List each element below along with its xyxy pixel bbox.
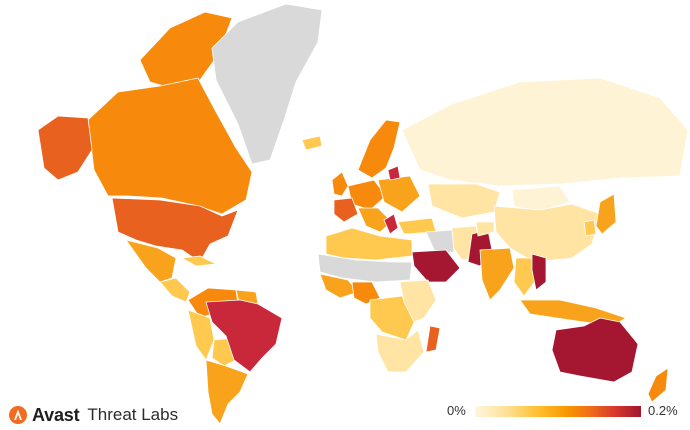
legend-min-label: 0% xyxy=(447,403,466,418)
map-region-canada[interactable] xyxy=(87,77,253,215)
avast-threat-labs-logo: Avast Threat Labs xyxy=(8,402,178,428)
map-region-vietnam[interactable] xyxy=(531,253,547,291)
map-region-iceland[interactable] xyxy=(301,135,323,151)
map-region-france[interactable] xyxy=(333,197,359,223)
map-region-uk-ireland[interactable] xyxy=(331,171,349,197)
map-region-italy-balkans[interactable] xyxy=(357,207,393,233)
map-region-usa[interactable] xyxy=(111,197,239,263)
map-region-mexico[interactable] xyxy=(125,239,177,283)
map-region-india[interactable] xyxy=(479,247,515,301)
avast-icon xyxy=(9,406,27,424)
map-region-indochina[interactable] xyxy=(513,257,537,297)
map-region-west-africa[interactable] xyxy=(319,273,359,299)
map-region-north-africa[interactable] xyxy=(325,227,413,261)
map-region-madagascar[interactable] xyxy=(425,325,441,353)
map-region-australia[interactable] xyxy=(551,317,639,383)
map-region-saudi-arabia[interactable] xyxy=(411,249,461,283)
map-region-east-africa[interactable] xyxy=(399,279,437,323)
map-region-korea[interactable] xyxy=(583,219,597,237)
map-region-afghanistan[interactable] xyxy=(475,221,495,237)
map-region-mongolia[interactable] xyxy=(511,185,571,213)
map-region-southern-africa[interactable] xyxy=(375,329,425,373)
map-region-eastern-europe[interactable] xyxy=(377,175,421,213)
brand-subtitle: Threat Labs xyxy=(87,405,179,424)
map-region-southern-cone[interactable] xyxy=(205,359,249,425)
map-region-central-america[interactable] xyxy=(159,277,191,303)
map-region-baltic[interactable] xyxy=(387,165,401,181)
map-region-alaska[interactable] xyxy=(37,115,93,181)
map-region-greece[interactable] xyxy=(383,213,399,235)
map-region-china[interactable] xyxy=(493,203,601,263)
map-region-russia[interactable] xyxy=(401,77,689,187)
brand-name: Avast xyxy=(32,404,80,425)
map-region-peru-ecuador[interactable] xyxy=(187,309,215,361)
map-region-sahel[interactable] xyxy=(317,253,413,283)
legend-color-scale xyxy=(475,406,641,417)
legend-max-label: 0.2% xyxy=(648,403,678,418)
map-region-japan[interactable] xyxy=(595,193,617,235)
map-region-new-zealand[interactable] xyxy=(647,367,669,403)
map-region-brazil[interactable] xyxy=(205,299,283,373)
map-region-iraq-syria[interactable] xyxy=(425,229,455,255)
map-region-canada-arctic[interactable] xyxy=(139,11,233,91)
map-region-cuba[interactable] xyxy=(181,255,217,267)
map-region-kazakhstan[interactable] xyxy=(427,183,501,219)
map-region-greenland[interactable] xyxy=(211,3,323,165)
map-region-scandinavia[interactable] xyxy=(357,119,401,179)
